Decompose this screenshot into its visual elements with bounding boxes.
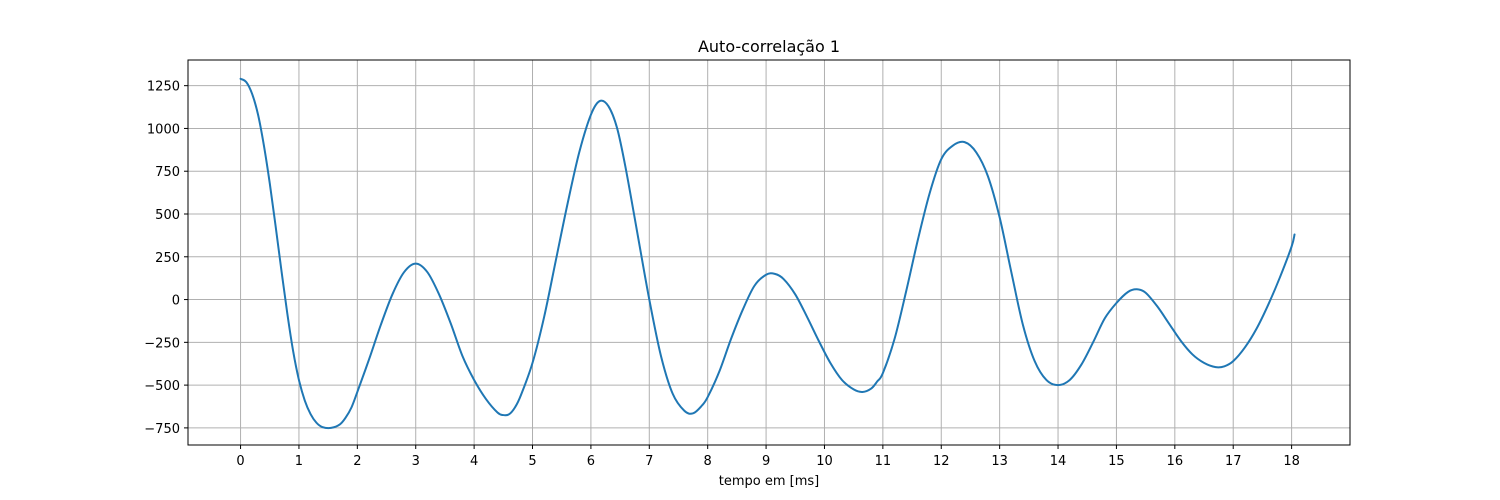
x-tick-label: 16 [1167, 454, 1184, 469]
y-tick-label: 1250 [147, 80, 180, 95]
x-tick-label: 11 [875, 454, 892, 469]
y-tick-label: 0 [172, 294, 180, 309]
x-tick-label: 10 [816, 454, 833, 469]
y-tick-label: 750 [155, 165, 180, 180]
series-layer [239, 77, 1296, 430]
x-tick-label: 13 [991, 454, 1008, 469]
y-tick-label: −250 [144, 336, 180, 351]
chart-title: Auto-correlação 1 [698, 37, 840, 56]
y-axis-ticks: −750 −500 −250 0 250 500 750 1000 1250 [144, 80, 188, 437]
x-tick-label: 1 [295, 454, 303, 469]
x-tick-label: 4 [470, 454, 478, 469]
grid-lines [188, 60, 1350, 445]
x-tick-label: 12 [933, 454, 950, 469]
x-tick-label: 6 [587, 454, 595, 469]
x-tick-label: 15 [1108, 454, 1125, 469]
y-tick-label: −750 [144, 422, 180, 437]
x-tick-label: 7 [645, 454, 653, 469]
x-tick-label: 3 [412, 454, 420, 469]
x-tick-label: 8 [704, 454, 712, 469]
x-tick-label: 18 [1283, 454, 1300, 469]
series-line [239, 77, 1296, 430]
x-axis-label: tempo em [ms] [719, 474, 819, 489]
x-tick-label: 2 [353, 454, 361, 469]
y-tick-label: 1000 [147, 122, 180, 137]
x-tick-label: 17 [1225, 454, 1242, 469]
x-tick-label: 14 [1050, 454, 1067, 469]
y-tick-label: 500 [155, 208, 180, 223]
y-tick-label: −500 [144, 379, 180, 394]
x-tick-label: 0 [236, 454, 244, 469]
x-axis-ticks: 0 1 2 3 4 5 6 7 8 9 10 11 12 13 14 15 16 17 18 [236, 445, 1300, 469]
plot-frame [187, 59, 1351, 446]
x-tick-label: 5 [528, 454, 536, 469]
x-tick-label: 9 [762, 454, 770, 469]
y-tick-label: 250 [155, 251, 180, 266]
